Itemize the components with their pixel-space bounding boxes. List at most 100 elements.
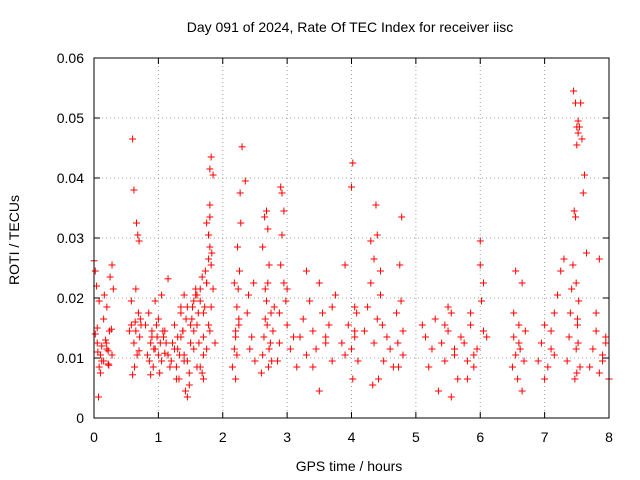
data-point xyxy=(541,321,549,329)
data-point xyxy=(199,375,207,383)
data-point xyxy=(269,327,277,335)
data-point xyxy=(351,303,359,311)
data-point xyxy=(396,261,404,269)
data-point xyxy=(573,123,581,131)
data-point xyxy=(398,213,406,221)
data-point xyxy=(599,351,607,359)
data-point xyxy=(125,327,133,335)
y-tick-label: 0.06 xyxy=(57,50,84,66)
data-point xyxy=(309,363,317,371)
x-tick-label: 3 xyxy=(283,429,291,445)
data-point xyxy=(135,237,143,245)
data-point xyxy=(544,363,552,371)
data-point xyxy=(418,321,426,329)
data-point xyxy=(578,135,586,143)
data-point xyxy=(312,345,320,353)
data-point xyxy=(154,315,162,323)
data-point xyxy=(574,117,582,125)
data-point xyxy=(190,327,198,335)
data-point xyxy=(156,339,164,347)
data-point xyxy=(259,351,267,359)
data-point xyxy=(207,261,215,269)
data-point xyxy=(130,186,138,194)
data-point xyxy=(109,285,117,293)
data-point xyxy=(573,369,581,377)
data-point xyxy=(278,231,286,239)
data-point xyxy=(96,351,104,359)
data-point xyxy=(302,351,310,359)
data-point xyxy=(592,327,600,335)
data-point xyxy=(154,351,162,359)
data-point xyxy=(322,333,330,341)
data-point xyxy=(277,183,285,191)
data-point xyxy=(129,135,137,143)
data-point xyxy=(233,303,241,311)
data-point xyxy=(164,351,172,359)
data-point xyxy=(349,159,357,167)
data-point xyxy=(206,243,214,251)
data-point xyxy=(180,291,188,299)
data-point xyxy=(136,333,144,341)
data-point xyxy=(91,267,99,275)
data-point xyxy=(547,345,555,353)
data-point xyxy=(193,291,201,299)
data-point xyxy=(447,309,455,317)
data-point xyxy=(233,351,241,359)
data-point xyxy=(282,297,290,305)
data-point xyxy=(263,297,271,305)
data-point xyxy=(278,189,286,197)
data-point xyxy=(185,381,193,389)
data-point xyxy=(241,177,249,185)
data-point xyxy=(190,297,198,305)
data-point xyxy=(341,351,349,359)
data-point xyxy=(380,357,388,365)
data-point xyxy=(473,345,481,353)
data-point xyxy=(572,279,580,287)
data-point xyxy=(547,327,555,335)
data-point xyxy=(537,339,545,347)
data-point xyxy=(428,345,436,353)
data-point xyxy=(161,349,169,357)
data-point xyxy=(341,261,349,269)
data-point xyxy=(451,351,458,359)
y-tick-label: 0.01 xyxy=(57,350,84,366)
data-point xyxy=(354,357,362,365)
data-point xyxy=(394,339,402,347)
data-point xyxy=(367,237,375,245)
data-point xyxy=(515,321,523,329)
data-point xyxy=(93,324,101,332)
data-point xyxy=(100,291,108,299)
data-point xyxy=(102,339,110,347)
data-point xyxy=(203,345,211,353)
data-point xyxy=(393,309,401,317)
data-point xyxy=(164,275,172,283)
data-point xyxy=(196,297,204,305)
data-point xyxy=(595,369,603,377)
data-point xyxy=(151,297,159,305)
data-point xyxy=(170,345,178,353)
data-point xyxy=(582,249,590,257)
data-point xyxy=(198,369,206,377)
data-point xyxy=(176,351,184,359)
data-point xyxy=(198,273,206,281)
data-point xyxy=(510,333,518,341)
data-point xyxy=(565,333,573,341)
data-point xyxy=(576,363,584,371)
data-point xyxy=(199,309,207,317)
data-point xyxy=(207,303,215,311)
data-point xyxy=(105,327,113,335)
data-point xyxy=(470,363,478,371)
data-point xyxy=(245,291,252,299)
data-point xyxy=(95,393,103,401)
data-point xyxy=(302,267,310,275)
data-point xyxy=(283,321,291,329)
data-point xyxy=(602,333,610,341)
data-point xyxy=(563,357,571,365)
data-point xyxy=(103,303,111,311)
data-point xyxy=(134,309,142,317)
data-point xyxy=(478,297,486,305)
data-point xyxy=(102,336,110,344)
data-point xyxy=(205,231,213,239)
data-point xyxy=(394,363,402,371)
data-point xyxy=(149,363,157,371)
